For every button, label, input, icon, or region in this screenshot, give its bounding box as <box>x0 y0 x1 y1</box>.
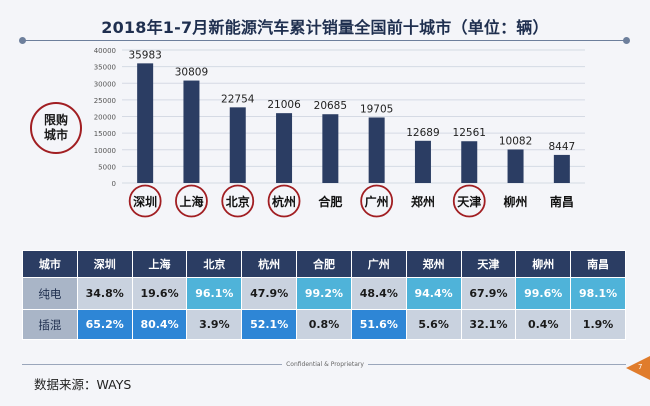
x-tick-label: 北京 <box>226 194 250 209</box>
title-divider <box>22 40 626 41</box>
restricted-city-circle <box>360 184 394 218</box>
table-header-cell: 柳州 <box>515 250 572 278</box>
y-tick-label: 35000 <box>94 64 116 72</box>
table-cell: 1.9% <box>570 309 626 340</box>
data-label: 20685 <box>314 100 347 112</box>
confidential-text: Confidential & Proprietary <box>282 361 368 368</box>
bar-chart: 0 5000 10000 15000 20000 25000 30000 35000 40000… <box>94 47 585 218</box>
x-tick-label: 上海 <box>179 194 203 209</box>
y-tick-label: 20000 <box>94 114 116 122</box>
data-label: 12689 <box>406 127 439 139</box>
data-label: 21006 <box>267 99 301 111</box>
restricted-cities-label: 限购城市 <box>43 113 68 142</box>
confidential-note: Confidential & Proprietary <box>0 361 650 368</box>
table-cell: 48.4% <box>350 277 407 310</box>
data-source: 数据来源：WAYS <box>34 377 132 392</box>
table-row: 纯电 34.8% 19.6% 96.1% 47.9% 99.2% 48.4% 94.4% 67.… <box>22 277 626 310</box>
table-cell: 47.9% <box>241 277 298 310</box>
y-tick-label: 5000 <box>98 163 116 171</box>
bar <box>322 114 339 183</box>
data-label: 8447 <box>548 141 575 153</box>
table-header-cell: 北京 <box>186 250 243 278</box>
data-label: 22754 <box>221 93 255 105</box>
bar <box>461 141 478 183</box>
x-tick-label: 柳州 <box>504 194 528 209</box>
restricted-city-circle <box>175 184 208 218</box>
table-cell: 32.1% <box>460 309 517 340</box>
table-cell: 80.4% <box>131 309 188 340</box>
restricted-city-circle <box>452 184 486 218</box>
table-header-cell: 上海 <box>131 250 188 278</box>
bar <box>553 154 570 183</box>
bar <box>368 117 385 183</box>
page-number: 7 <box>638 363 643 371</box>
table-header-cell: 郑州 <box>405 250 462 278</box>
data-label: 12561 <box>453 127 486 139</box>
bar <box>137 63 154 184</box>
table-cell: 34.8% <box>76 277 133 310</box>
table-cell: 67.9% <box>460 277 517 310</box>
table-body: 城市 深圳 上海 北京 杭州 合肥 广州 郑州 天津 柳州 南昌 纯电 34.8% 19.6% 96.1% 4… <box>22 250 626 340</box>
bar <box>183 80 200 183</box>
restricted-city-circle <box>221 184 255 218</box>
table-cell: 94.4% <box>405 277 462 310</box>
table-cell: 0.8% <box>296 309 352 340</box>
y-tick-label: 10000 <box>94 147 116 155</box>
restricted-city-circle <box>128 184 162 218</box>
table-header-cell: 合肥 <box>296 250 352 278</box>
table-header-cell: 城市 <box>22 250 78 278</box>
table-header-cell: 广州 <box>350 250 407 278</box>
x-tick-label: 郑州 <box>411 194 435 209</box>
x-tick-label: 南昌 <box>550 194 574 209</box>
x-tick-label: 杭州 <box>272 194 296 209</box>
data-label: 10082 <box>499 135 532 147</box>
table-cell: 99.2% <box>296 277 352 310</box>
title-divider-dot-left <box>19 37 26 44</box>
bar <box>276 113 293 183</box>
table-cell: 3.9% <box>186 309 243 340</box>
bar <box>229 107 246 183</box>
data-label: 35983 <box>128 49 161 61</box>
y-tick-label: 15000 <box>94 130 116 138</box>
table-row-label: 插混 <box>22 309 78 340</box>
data-label: 19705 <box>360 103 393 115</box>
table-cell: 65.2% <box>76 309 133 340</box>
title-divider-dot-right <box>623 37 630 44</box>
table-cell: 98.1% <box>570 277 626 310</box>
table-cell: 0.4% <box>515 309 572 340</box>
y-tick-label: 25000 <box>94 97 116 105</box>
table-header-cell: 天津 <box>460 250 517 278</box>
y-tick-label: 40000 <box>94 47 116 55</box>
table-header-cell: 南昌 <box>570 250 626 278</box>
table-cell: 19.6% <box>131 277 188 310</box>
x-tick-label: 合肥 <box>318 194 342 209</box>
x-tick-label: 广州 <box>365 194 389 209</box>
table-header-cell: 深圳 <box>76 250 133 278</box>
bar <box>414 140 431 183</box>
table-cell: 99.6% <box>515 277 572 310</box>
page-title: 2018年1-7月新能源汽车累计销量全国前十城市（单位：辆） <box>101 18 549 37</box>
table-row-label: 纯电 <box>22 277 78 310</box>
bar <box>507 149 524 183</box>
energy-type-table: 城市 深圳 上海 北京 杭州 合肥 广州 郑州 天津 柳州 南昌 纯电 34.8% 19.6% 96.1% 4… <box>22 250 626 340</box>
table-cell: 52.1% <box>241 309 298 340</box>
x-tick-label: 深圳 <box>133 194 157 209</box>
data-label: 30809 <box>175 67 208 79</box>
table-cell: 5.6% <box>405 309 462 340</box>
restricted-city-circle <box>267 184 301 218</box>
y-tick-label: 0 <box>112 180 116 188</box>
table-row: 插混 65.2% 80.4% 3.9% 52.1% 0.8% 51.6% 5.6% 32.1% 0… <box>22 309 626 340</box>
table-cell: 96.1% <box>186 277 243 310</box>
table-header-cell: 杭州 <box>241 250 298 278</box>
y-tick-label: 30000 <box>94 80 116 88</box>
table-header-row: 城市 深圳 上海 北京 杭州 合肥 广州 郑州 天津 柳州 南昌 <box>22 250 626 278</box>
restricted-cities-marker: 限购城市 <box>30 102 82 154</box>
x-tick-label: 天津 <box>457 194 481 209</box>
table-cell: 51.6% <box>350 309 407 340</box>
